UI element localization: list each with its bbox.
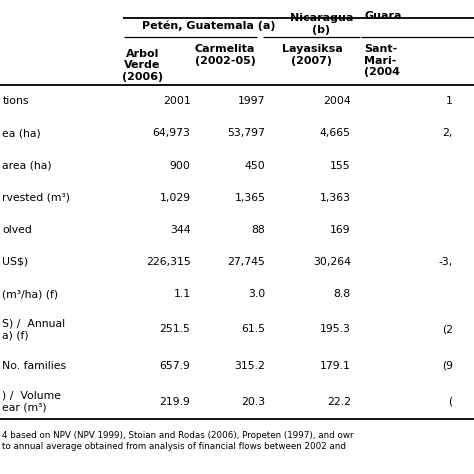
Text: Sant-
Mari-
(2004: Sant- Mari- (2004 (364, 44, 400, 77)
Text: 27,745: 27,745 (228, 257, 265, 267)
Text: No. families: No. families (2, 361, 66, 371)
Text: rvested (m³): rvested (m³) (2, 193, 70, 203)
Text: 251.5: 251.5 (160, 324, 191, 334)
Text: 169: 169 (330, 225, 351, 235)
Text: 1.1: 1.1 (173, 289, 191, 299)
Text: (: ( (448, 397, 453, 407)
Text: 3.0: 3.0 (248, 289, 265, 299)
Text: 4,665: 4,665 (320, 128, 351, 138)
Text: 2001: 2001 (163, 96, 191, 106)
Text: Guara: Guara (364, 11, 401, 21)
Text: 1: 1 (446, 96, 453, 106)
Text: area (ha): area (ha) (2, 161, 52, 171)
Text: 179.1: 179.1 (320, 361, 351, 371)
Text: 155: 155 (330, 161, 351, 171)
Text: 2004: 2004 (323, 96, 351, 106)
Text: olved: olved (2, 225, 32, 235)
Text: 22.2: 22.2 (327, 397, 351, 407)
Text: 1,365: 1,365 (235, 193, 265, 203)
Text: 226,315: 226,315 (146, 257, 191, 267)
Text: 657.9: 657.9 (160, 361, 191, 371)
Text: 64,973: 64,973 (153, 128, 191, 138)
Text: 2,: 2, (442, 128, 453, 138)
Text: Petén, Guatemala (a): Petén, Guatemala (a) (142, 21, 275, 31)
Text: 450: 450 (245, 161, 265, 171)
Text: 900: 900 (170, 161, 191, 171)
Text: Arbol
Verde
(2006): Arbol Verde (2006) (122, 49, 163, 82)
Text: Nicaragua
(b): Nicaragua (b) (290, 13, 353, 35)
Text: ea (ha): ea (ha) (2, 128, 41, 138)
Text: -3,: -3, (438, 257, 453, 267)
Text: 53,797: 53,797 (228, 128, 265, 138)
Text: 4 based on NPV (NPV 1999), Stoian and Rodas (2006), Propeten (1997), and owr
to : 4 based on NPV (NPV 1999), Stoian and Ro… (2, 431, 354, 451)
Text: (9: (9 (442, 361, 453, 371)
Text: 1997: 1997 (238, 96, 265, 106)
Text: 20.3: 20.3 (241, 397, 265, 407)
Text: Layasiksa
(2007): Layasiksa (2007) (282, 44, 342, 66)
Text: (2: (2 (442, 324, 453, 334)
Text: (m³/ha) (f): (m³/ha) (f) (2, 289, 58, 299)
Text: 195.3: 195.3 (320, 324, 351, 334)
Text: 30,264: 30,264 (313, 257, 351, 267)
Text: 61.5: 61.5 (241, 324, 265, 334)
Text: 1,363: 1,363 (320, 193, 351, 203)
Text: 344: 344 (170, 225, 191, 235)
Text: 315.2: 315.2 (235, 361, 265, 371)
Text: US$): US$) (2, 257, 28, 267)
Text: 219.9: 219.9 (160, 397, 191, 407)
Text: S) /  Annual
a) (f): S) / Annual a) (f) (2, 319, 65, 340)
Text: Carmelita
(2002-05): Carmelita (2002-05) (195, 44, 255, 66)
Text: 88: 88 (252, 225, 265, 235)
Text: 1,029: 1,029 (159, 193, 191, 203)
Text: tions: tions (2, 96, 29, 106)
Text: ) /  Volume
ear (m³): ) / Volume ear (m³) (2, 391, 61, 412)
Text: 8.8: 8.8 (334, 289, 351, 299)
